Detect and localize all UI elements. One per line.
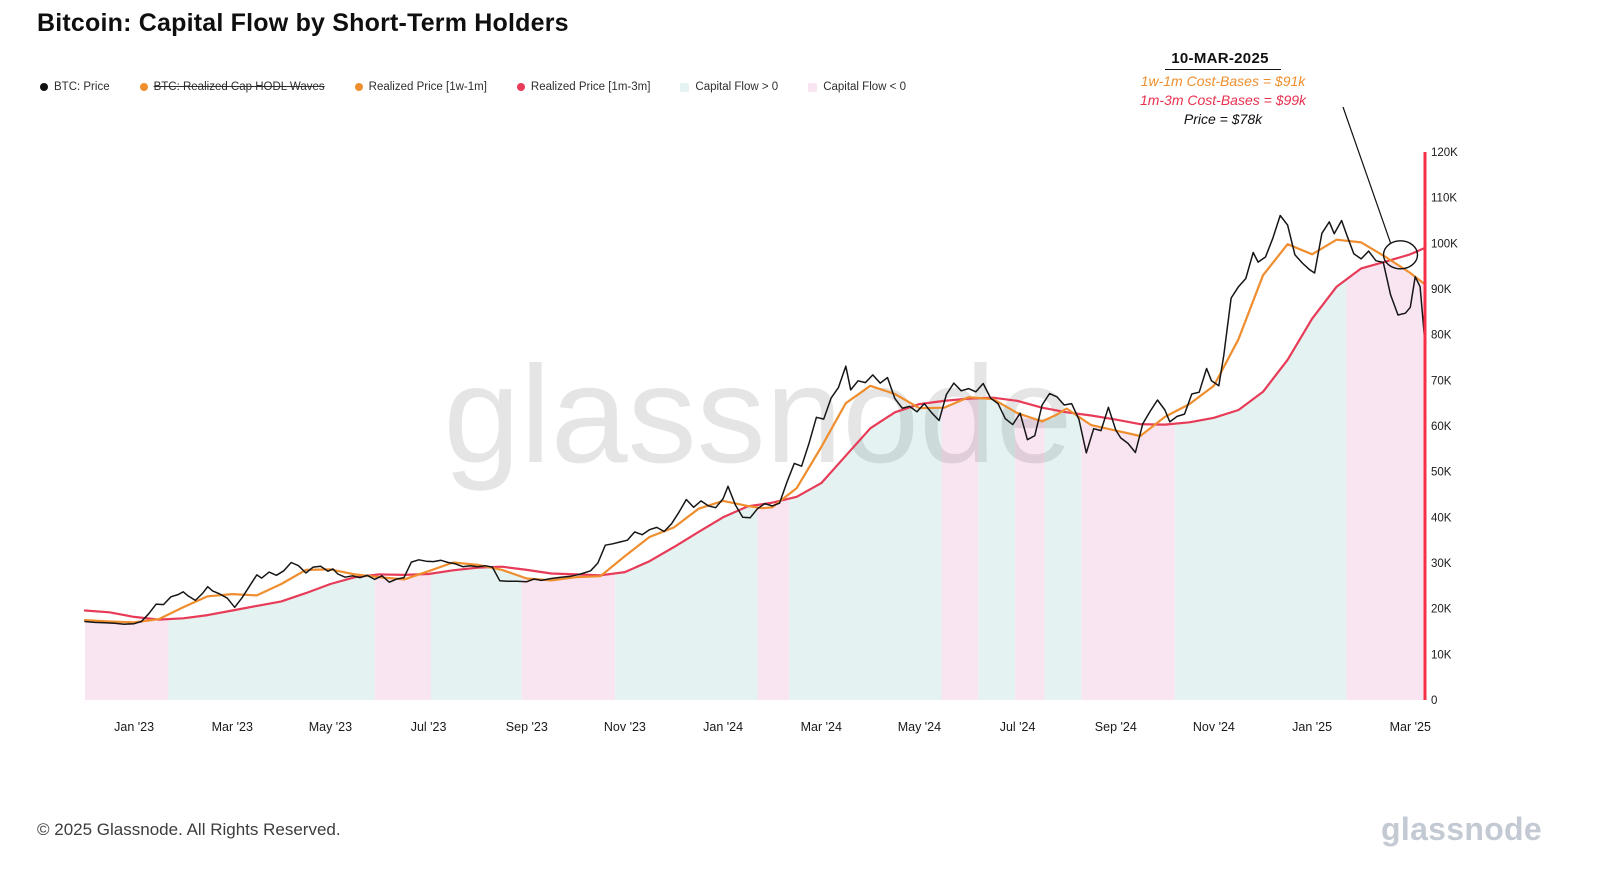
- annotation-line-3: Price = $78k: [1183, 111, 1263, 128]
- x-tick-label: Jul '24: [1000, 720, 1036, 734]
- capital-flow-positive-band: [615, 506, 758, 700]
- y-tick-label: 0: [1431, 695, 1437, 707]
- legend-swatch: [40, 83, 48, 91]
- annotation-callout: 10-MAR-2025 1w-1m Cost-Bases = $91k 1m-3m…: [1100, 50, 1346, 129]
- y-tick-label: 10K: [1431, 649, 1452, 661]
- legend-swatch: [808, 82, 818, 92]
- capital-flow-negative-band: [1015, 411, 1045, 700]
- legend-swatch: [516, 83, 525, 91]
- y-tick-label: 20K: [1431, 604, 1452, 616]
- y-tick-label: 50K: [1431, 467, 1452, 479]
- callout-connector-line: [1342, 106, 1392, 243]
- capital-flow-negative-band: [85, 619, 169, 700]
- capital-flow-negative-band: [941, 398, 979, 700]
- glassnode-logo: glassnode: [1381, 811, 1542, 847]
- copyright-text: © 2025 Glassnode. All Rights Reserved.: [37, 820, 341, 839]
- y-tick-label: 100K: [1431, 238, 1458, 250]
- capital-flow-negative-band: [374, 573, 431, 700]
- y-tick-label: 40K: [1431, 512, 1452, 524]
- capital-flow-negative-band: [1346, 261, 1425, 700]
- capital-flow-negative-band: [521, 573, 616, 700]
- legend-label: Capital Flow < 0: [823, 81, 906, 93]
- legend-item-btc-realized-cap-hodl-waves[interactable]: BTC: Realized Cap HODL Waves: [139, 81, 325, 93]
- legend-label: Realized Price [1w-1m]: [368, 81, 487, 93]
- legend-label: BTC: Realized Cap HODL Waves: [153, 81, 325, 93]
- capital-flow-positive-band: [789, 406, 942, 700]
- callout-circle: [1382, 240, 1419, 270]
- x-tick-label: May '24: [898, 720, 941, 734]
- legend-item-realized-price-1w-1m[interactable]: Realized Price [1w-1m]: [354, 81, 487, 93]
- y-tick-label: 60K: [1431, 421, 1452, 433]
- realized-price-1w-1m-line: [83, 238, 1427, 624]
- annotation-date-row: 10-MAR-2025: [1100, 50, 1346, 72]
- capital-flow-positive-band: [1174, 279, 1347, 700]
- x-tick-label: Jan '23: [114, 720, 154, 734]
- capital-flow-positive-band: [168, 576, 375, 700]
- legend-swatch: [680, 82, 690, 92]
- legend-swatch: [354, 83, 363, 91]
- capital-flow-positive-band: [978, 398, 1016, 700]
- x-tick-label: Jan '25: [1292, 720, 1332, 734]
- y-tick-label: 110K: [1431, 193, 1457, 205]
- annotation-line-2: 1m-3m Cost-Bases = $99k: [1139, 92, 1307, 109]
- annotation-lines: 1w-1m Cost-Bases = $91k 1m-3m Cost-Bases …: [1100, 72, 1346, 129]
- legend-label: BTC: Price: [54, 81, 110, 93]
- legend-item-btc-price[interactable]: BTC: Price: [40, 81, 110, 93]
- page-title: Bitcoin: Capital Flow by Short-Term Hold…: [37, 9, 569, 37]
- x-tick-label: Jul '23: [411, 720, 447, 734]
- legend-label: Capital Flow > 0: [695, 81, 779, 93]
- capital-flow-positive-band: [1044, 411, 1082, 700]
- x-tick-label: Nov '24: [1193, 720, 1235, 734]
- legend-item-capital-flow-0[interactable]: Capital Flow > 0: [680, 81, 778, 93]
- capital-flow-positive-band: [431, 567, 522, 700]
- watermark: glassnode: [443, 338, 1072, 492]
- annotation-date: 10-MAR-2025: [1165, 50, 1281, 70]
- legend-swatch: [139, 83, 148, 91]
- x-tick-label: Mar '23: [212, 720, 253, 734]
- capital-flow-negative-band: [1081, 418, 1175, 700]
- x-tick-label: Mar '24: [801, 720, 842, 734]
- annotation-line-1: 1w-1m Cost-Bases = $91k: [1140, 73, 1306, 89]
- x-tick-label: Mar '25: [1390, 720, 1431, 734]
- y-tick-label: 120K: [1431, 147, 1458, 159]
- legend-label: Realized Price [1m-3m]: [530, 81, 651, 93]
- legend: BTC: Price BTC: Realized Cap HODL Waves Re…: [40, 81, 906, 93]
- x-tick-label: Sep '24: [1095, 720, 1137, 734]
- capital-flow-negative-band: [757, 498, 790, 700]
- x-tick-label: Nov '23: [604, 720, 646, 734]
- realized-price-1m-3m-line: [83, 246, 1427, 621]
- price-line: [84, 214, 1426, 625]
- y-tick-label: 90K: [1431, 284, 1452, 296]
- x-tick-label: May '23: [309, 720, 352, 734]
- y-tick-label: 80K: [1431, 330, 1452, 342]
- x-tick-label: Sep '23: [506, 720, 548, 734]
- y-tick-label: 70K: [1431, 375, 1452, 387]
- x-tick-label: Jan '24: [703, 720, 743, 734]
- y-tick-label: 30K: [1431, 558, 1452, 570]
- legend-item-realized-price-1m-3m[interactable]: Realized Price [1m-3m]: [516, 81, 651, 93]
- legend-item-capital-flow-0[interactable]: Capital Flow < 0: [808, 81, 906, 93]
